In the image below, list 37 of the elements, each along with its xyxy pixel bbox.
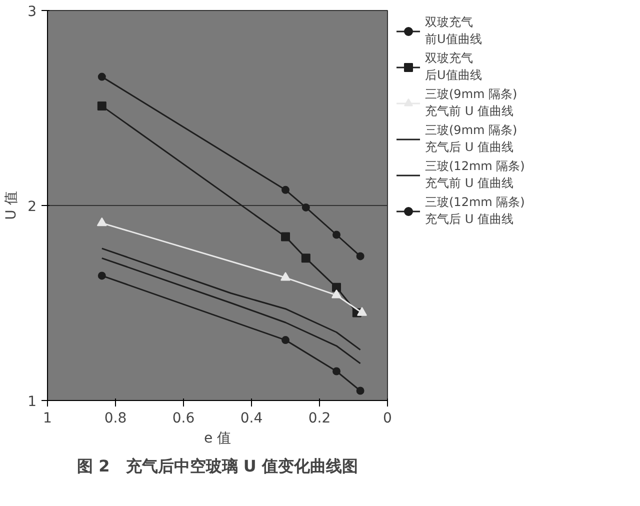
point (98, 72, 106, 81)
point (282, 186, 290, 194)
y-tick-label: 2 (28, 199, 37, 215)
legend-label: 三玻(9mm 隔条)充气后 U 值曲线 (425, 122, 518, 156)
legend-label: 双玻充气后U值曲线 (425, 50, 482, 84)
point (281, 232, 290, 242)
point (332, 290, 342, 298)
point (280, 272, 290, 281)
point (332, 230, 340, 239)
legend-label: 三玻(12mm 隔条)充气前 U 值曲线 (425, 158, 525, 192)
point (96, 217, 107, 226)
line-series (101, 257, 362, 364)
x-axis-title: e 值 (204, 430, 232, 446)
text: 图 2 充气后中空玻璃 U 值变化曲线图 (77, 456, 358, 476)
point (332, 367, 340, 376)
y-tick-label: 3 (28, 4, 37, 20)
point (332, 282, 341, 292)
x-tick-label: 0.4 (240, 410, 263, 426)
point (302, 203, 310, 212)
point (282, 336, 290, 344)
x-tick-label: 0 (383, 410, 392, 426)
point (98, 272, 106, 280)
legend-label: 双玻充气前U值曲线 (425, 14, 482, 48)
point (356, 252, 364, 260)
y-tick-label: 1 (28, 394, 37, 410)
point (301, 254, 310, 263)
legend-label: 三玻(9mm 隔条)充气前 U 值曲线 (425, 86, 518, 120)
x-tick-label: 0.2 (308, 410, 331, 426)
legend-label: 三玻(12mm 隔条)充气后 U 值曲线 (425, 194, 525, 228)
x-tick-label: 0.6 (172, 410, 195, 426)
x-tick-label: 0.8 (104, 410, 127, 426)
point (97, 102, 106, 111)
line-series (101, 248, 362, 351)
x-tick-label: 1 (43, 410, 52, 426)
point (357, 307, 367, 316)
y-axis-title: U 值 (4, 191, 20, 220)
point (356, 386, 364, 395)
